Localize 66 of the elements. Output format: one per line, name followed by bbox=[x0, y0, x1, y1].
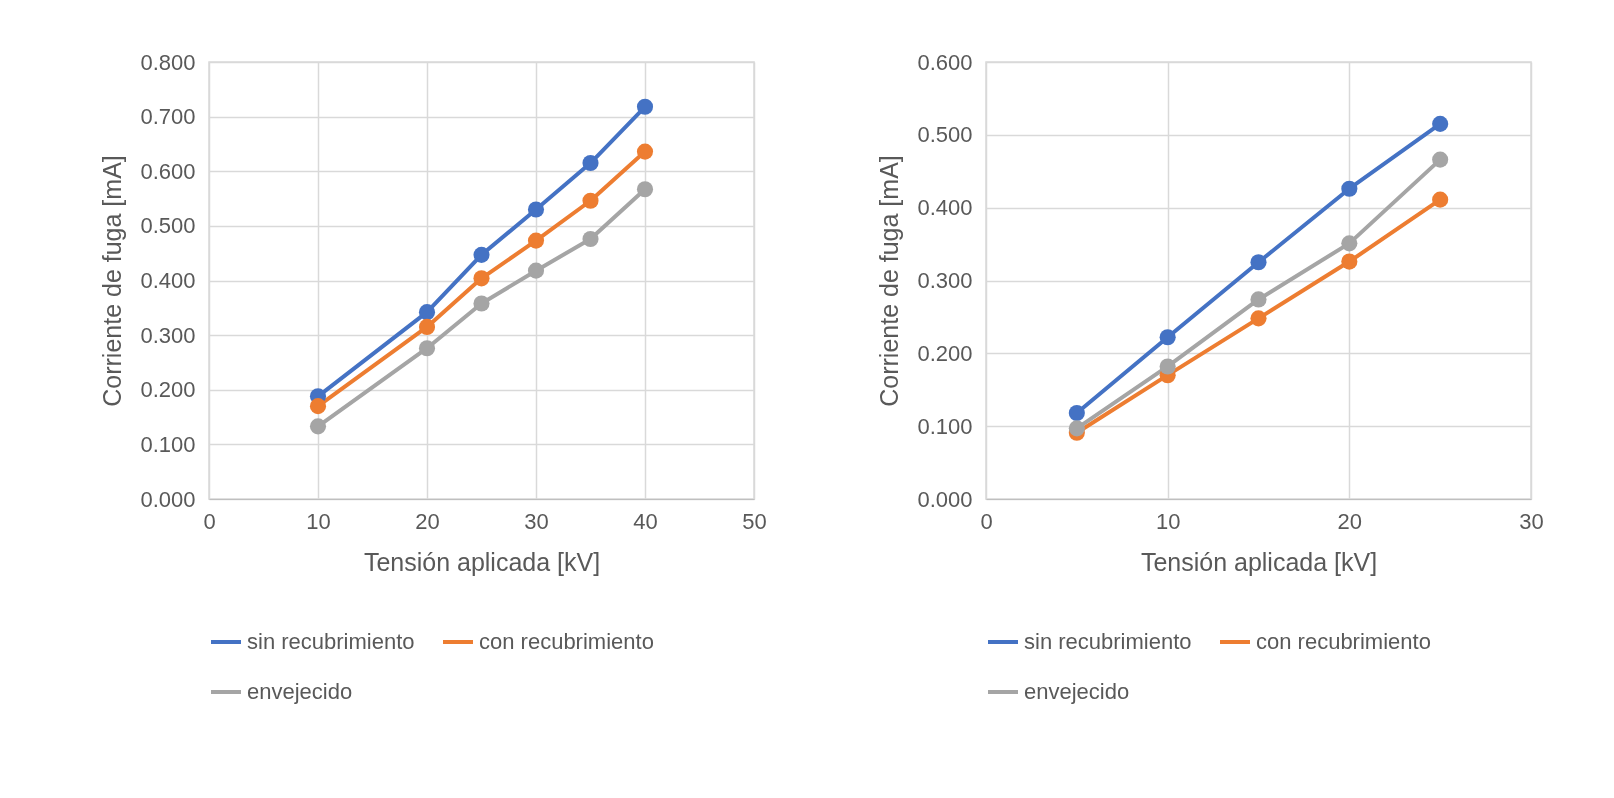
legend-label: sin recubrimiento bbox=[247, 629, 415, 654]
x-tick-label: 30 bbox=[1519, 508, 1544, 534]
y-tick-label: 0.000 bbox=[917, 486, 973, 512]
legend-label: envejecido bbox=[247, 679, 353, 704]
point bbox=[1250, 254, 1267, 271]
y-tick-label: 0.200 bbox=[140, 377, 196, 403]
point bbox=[1432, 191, 1449, 208]
point bbox=[636, 143, 654, 160]
point bbox=[527, 201, 545, 218]
y-tick-label: 0.700 bbox=[140, 104, 196, 130]
point bbox=[1341, 180, 1358, 197]
x-tick-label: 50 bbox=[742, 508, 767, 534]
point bbox=[1341, 253, 1358, 270]
point bbox=[473, 295, 490, 312]
legend-label: sin recubrimiento bbox=[1024, 629, 1192, 654]
y-tick-label: 0.800 bbox=[140, 49, 196, 75]
point bbox=[1432, 151, 1449, 168]
y-axis-title: Corriente de fuga [mA] bbox=[98, 155, 127, 407]
point bbox=[636, 181, 654, 198]
legend-label: envejecido bbox=[1024, 679, 1130, 704]
point bbox=[309, 398, 327, 415]
y-tick-label: 0.600 bbox=[917, 49, 973, 75]
y-tick-label: 0.500 bbox=[140, 213, 196, 239]
point bbox=[636, 98, 654, 115]
x-tick-label: 10 bbox=[306, 508, 331, 534]
y-tick-label: 0.600 bbox=[140, 158, 196, 184]
point bbox=[1159, 329, 1176, 346]
x-tick-label: 20 bbox=[415, 508, 440, 534]
point bbox=[1341, 235, 1358, 252]
point bbox=[527, 232, 545, 249]
point bbox=[1250, 310, 1267, 327]
point bbox=[309, 418, 327, 435]
x-tick-label: 0 bbox=[980, 508, 993, 534]
point bbox=[1159, 358, 1176, 375]
x-tick-label: 40 bbox=[633, 508, 658, 534]
point bbox=[582, 192, 599, 209]
legend-label: con recubrimiento bbox=[1256, 629, 1431, 654]
x-tick-label: 20 bbox=[1337, 508, 1363, 534]
point bbox=[1068, 405, 1085, 422]
point bbox=[473, 246, 490, 263]
y-tick-label: 0.300 bbox=[917, 268, 973, 293]
point bbox=[582, 230, 599, 248]
x-tick-label: 30 bbox=[524, 508, 549, 534]
y-tick-label: 0.100 bbox=[917, 413, 973, 439]
point bbox=[418, 318, 436, 335]
y-tick-label: 0.000 bbox=[140, 486, 196, 512]
x-axis-title: Tensión aplicada [kV] bbox=[363, 547, 601, 576]
point bbox=[1068, 420, 1085, 437]
x-tick-label: 10 bbox=[1155, 508, 1181, 534]
point bbox=[527, 262, 545, 279]
y-tick-label: 0.400 bbox=[917, 195, 973, 221]
y-axis-title: Corriente de fuga [mA] bbox=[875, 155, 904, 407]
point bbox=[582, 155, 599, 172]
y-tick-label: 0.500 bbox=[917, 122, 973, 148]
legend-label: con recubrimiento bbox=[479, 629, 654, 654]
point bbox=[418, 340, 436, 357]
y-tick-label: 0.300 bbox=[140, 322, 196, 348]
point bbox=[1432, 115, 1449, 132]
point bbox=[418, 304, 436, 321]
y-tick-label: 0.400 bbox=[140, 268, 196, 293]
y-tick-label: 0.100 bbox=[140, 431, 196, 457]
point bbox=[1250, 291, 1267, 308]
x-tick-label: 0 bbox=[203, 508, 216, 534]
y-tick-label: 0.200 bbox=[917, 340, 973, 366]
x-axis-title: Tensión aplicada [kV] bbox=[1140, 547, 1378, 576]
point bbox=[473, 270, 490, 287]
